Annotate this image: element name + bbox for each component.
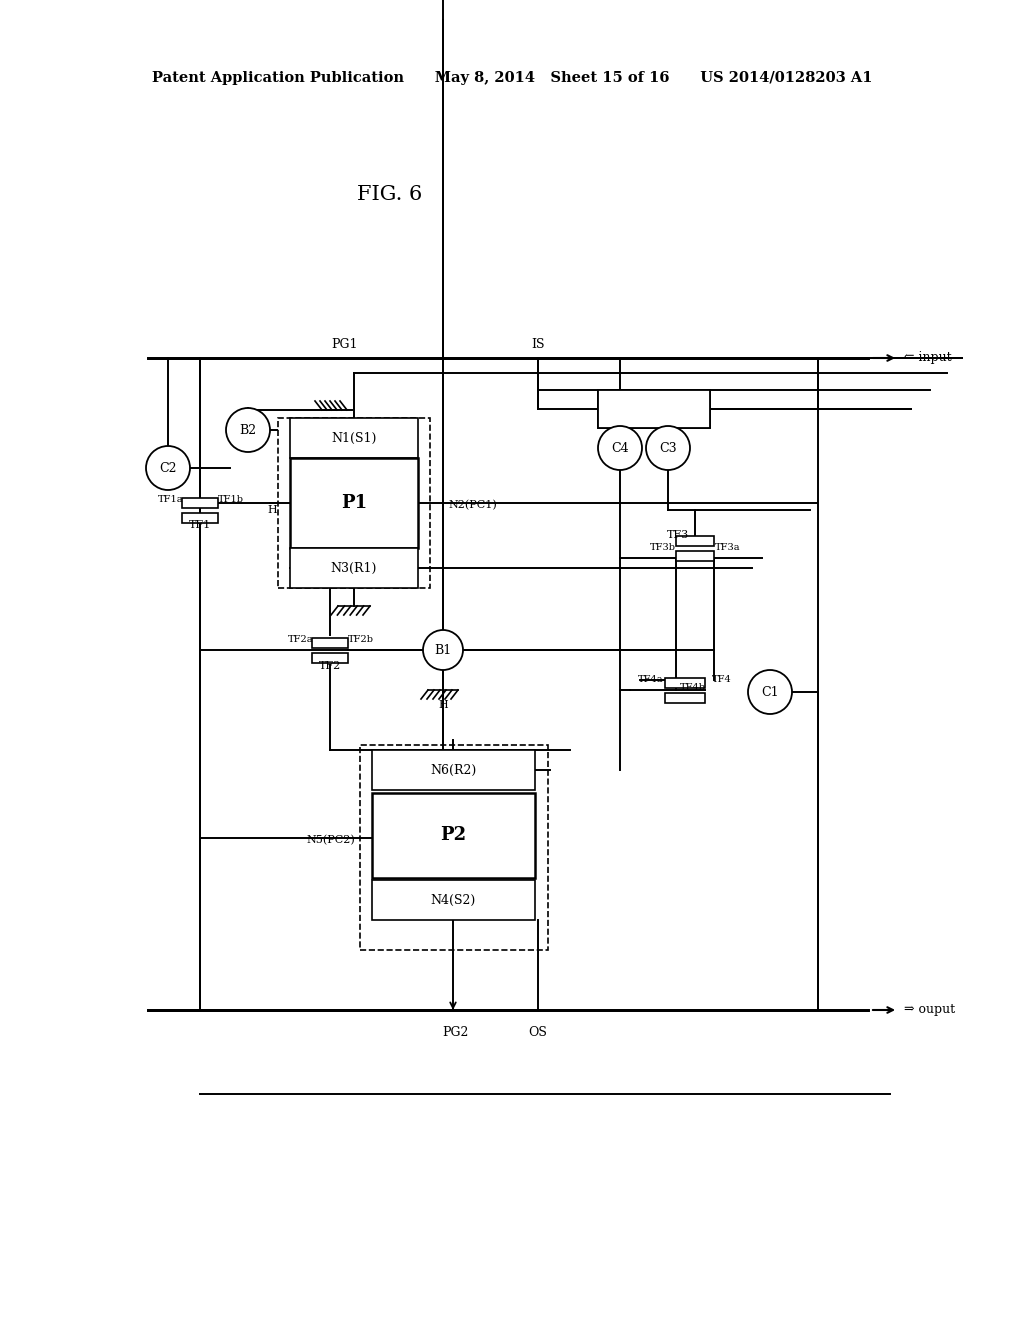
Text: TF4b: TF4b bbox=[680, 684, 706, 693]
Text: P1: P1 bbox=[341, 494, 367, 512]
Text: TF1b: TF1b bbox=[218, 495, 244, 504]
Text: N1(S1): N1(S1) bbox=[332, 432, 377, 445]
Text: B1: B1 bbox=[434, 644, 452, 656]
Text: TF4: TF4 bbox=[712, 676, 732, 685]
Text: PG2: PG2 bbox=[441, 1026, 468, 1039]
Circle shape bbox=[598, 426, 642, 470]
Text: TF4a: TF4a bbox=[638, 676, 663, 685]
Bar bbox=[665, 693, 705, 702]
Bar bbox=[598, 389, 710, 428]
Text: C2: C2 bbox=[160, 462, 177, 474]
Text: TF2a: TF2a bbox=[288, 635, 313, 644]
Text: N6(R2): N6(R2) bbox=[430, 763, 476, 776]
Bar bbox=[372, 793, 535, 878]
Text: C1: C1 bbox=[761, 685, 779, 698]
Text: IS: IS bbox=[531, 338, 545, 351]
Text: TF1: TF1 bbox=[188, 520, 211, 531]
Circle shape bbox=[748, 671, 792, 714]
Text: TF2: TF2 bbox=[318, 661, 341, 671]
Text: PG1: PG1 bbox=[332, 338, 358, 351]
Bar bbox=[290, 548, 418, 587]
Bar bbox=[676, 536, 714, 545]
Bar bbox=[360, 744, 548, 950]
Circle shape bbox=[646, 426, 690, 470]
Text: N3(R1): N3(R1) bbox=[331, 561, 377, 574]
Text: N5(PC2): N5(PC2) bbox=[306, 834, 355, 845]
Bar bbox=[676, 550, 714, 561]
Text: N2(PC1): N2(PC1) bbox=[449, 500, 497, 510]
Text: TF3: TF3 bbox=[667, 531, 689, 540]
Text: ⇒ ouput: ⇒ ouput bbox=[904, 1003, 955, 1016]
Bar bbox=[312, 638, 348, 648]
Bar bbox=[312, 652, 348, 663]
Bar bbox=[372, 880, 535, 920]
Text: OS: OS bbox=[528, 1026, 548, 1039]
Text: P2: P2 bbox=[440, 826, 466, 843]
Text: TF3a: TF3a bbox=[715, 544, 740, 553]
Bar bbox=[290, 418, 418, 458]
Bar bbox=[372, 750, 535, 789]
Circle shape bbox=[226, 408, 270, 451]
Bar bbox=[665, 677, 705, 688]
Text: Patent Application Publication      May 8, 2014   Sheet 15 of 16      US 2014/01: Patent Application Publication May 8, 20… bbox=[152, 71, 872, 84]
Bar bbox=[598, 389, 710, 428]
Text: C4: C4 bbox=[611, 441, 629, 454]
Bar bbox=[182, 498, 218, 507]
Text: C3: C3 bbox=[659, 441, 677, 454]
Bar bbox=[278, 418, 430, 587]
Text: N4(S2): N4(S2) bbox=[430, 894, 475, 907]
Circle shape bbox=[146, 446, 190, 490]
Text: H: H bbox=[438, 700, 447, 710]
Text: TF3b: TF3b bbox=[650, 544, 676, 553]
Text: FIG. 6: FIG. 6 bbox=[357, 186, 423, 205]
Text: B2: B2 bbox=[240, 424, 257, 437]
Text: H: H bbox=[267, 506, 278, 515]
Text: ⇐ input: ⇐ input bbox=[904, 351, 951, 364]
Bar bbox=[290, 458, 418, 548]
Bar bbox=[182, 512, 218, 523]
Text: TF1a: TF1a bbox=[158, 495, 183, 504]
Text: TF2b: TF2b bbox=[348, 635, 374, 644]
Circle shape bbox=[423, 630, 463, 671]
